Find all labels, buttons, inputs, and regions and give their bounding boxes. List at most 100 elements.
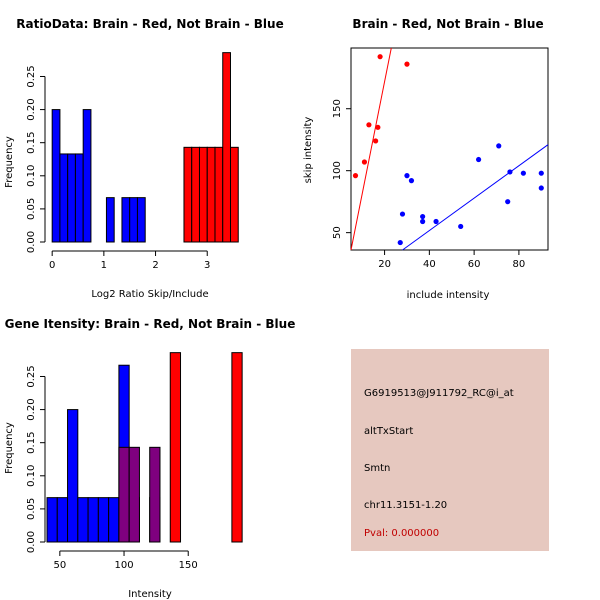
intensity-histogram-axes: 0.00 0.05 0.10 0.15 0.20 0.25 50 100 150 bbox=[26, 365, 198, 571]
histogram-bar-red bbox=[149, 446, 161, 543]
scatter-xlabel: include intensity bbox=[407, 290, 490, 301]
fit-line-blue bbox=[402, 144, 549, 251]
info-event-type: altTxStart bbox=[364, 426, 413, 437]
intensity-histogram-bars bbox=[46, 352, 243, 543]
info-pval: Pval: 0.000000 bbox=[364, 528, 439, 539]
x-tick-label: 1 bbox=[101, 260, 107, 271]
histogram-bar-red bbox=[128, 446, 140, 543]
info-probe-id: G6919513@J911792_RC@i_at bbox=[364, 388, 514, 399]
histogram-bar-blue bbox=[105, 197, 115, 243]
scatter-axes: 20 40 60 80 50 100 150 bbox=[332, 99, 525, 270]
info-box bbox=[351, 349, 549, 551]
histogram-bar-blue bbox=[56, 497, 69, 543]
x-tick-label: 40 bbox=[423, 259, 436, 270]
ratio-histogram-axes: 0.00 0.05 0.10 0.15 0.20 0.25 0 1 2 3 bbox=[26, 65, 210, 271]
scatter-fit-lines bbox=[350, 47, 549, 251]
scatter-panel: Brain - Red, Not Brain - Blue include in… bbox=[303, 17, 549, 301]
histogram-bar-red bbox=[169, 352, 182, 543]
x-tick-label: 150 bbox=[179, 560, 198, 571]
scatter-point-blue bbox=[538, 185, 544, 191]
scatter-point-blue bbox=[433, 218, 439, 225]
histogram-bar-blue bbox=[121, 197, 131, 243]
x-tick-label: 100 bbox=[114, 560, 133, 571]
scatter-point-blue bbox=[408, 178, 415, 184]
x-tick-label: 2 bbox=[152, 260, 158, 271]
scatter-point-blue bbox=[496, 143, 502, 149]
intensity-histogram-xlabel: Intensity bbox=[128, 589, 172, 600]
y-tick-label: 100 bbox=[332, 161, 343, 180]
scatter-point-blue bbox=[399, 211, 406, 217]
y-tick-label: 0.25 bbox=[26, 65, 37, 87]
histogram-bar-blue bbox=[82, 109, 92, 243]
y-tick-label: 0.15 bbox=[26, 132, 37, 154]
scatter-plot-box bbox=[350, 47, 549, 251]
y-tick-label: 0.10 bbox=[26, 165, 37, 187]
scatter-point-blue bbox=[505, 199, 511, 205]
histogram-bar-blue bbox=[74, 153, 84, 243]
histogram-bar-blue bbox=[46, 497, 58, 543]
x-tick-label: 3 bbox=[204, 260, 210, 271]
scatter-point-blue bbox=[507, 169, 513, 175]
scatter-point-blue bbox=[420, 218, 426, 225]
scatter-point-blue bbox=[397, 239, 403, 246]
histogram-bar-blue bbox=[129, 197, 138, 243]
y-tick-label: 0.25 bbox=[26, 365, 37, 387]
x-tick-label: 50 bbox=[53, 560, 66, 571]
histogram-bar-blue bbox=[67, 153, 76, 243]
y-tick-label: 0.05 bbox=[26, 198, 37, 220]
scatter-ylabel: skip intensity bbox=[303, 117, 314, 184]
histogram-bar-red bbox=[231, 352, 243, 543]
histogram-bar-red bbox=[206, 146, 216, 243]
scatter-point-red bbox=[377, 54, 383, 60]
histogram-bar-blue bbox=[77, 497, 89, 543]
info-panel: G6919513@J911792_RC@i_at altTxStart Smtn… bbox=[351, 349, 549, 551]
scatter-points bbox=[352, 54, 544, 246]
scatter-point-blue bbox=[538, 170, 544, 176]
scatter-point-red bbox=[366, 122, 372, 128]
scatter-point-red bbox=[404, 61, 410, 67]
y-tick-label: 0.05 bbox=[26, 498, 37, 520]
fit-line-red bbox=[350, 47, 392, 251]
scatter-point-red bbox=[352, 173, 359, 179]
intensity-histogram-panel: Gene Itensity: Brain - Red, Not Brain - … bbox=[4, 317, 295, 600]
y-tick-label: 0.00 bbox=[26, 531, 37, 553]
histogram-bar-red bbox=[183, 146, 193, 243]
scatter-point-blue bbox=[476, 156, 482, 163]
ratio-histogram-ylabel: Frequency bbox=[4, 136, 15, 188]
histogram-bar-blue bbox=[87, 497, 99, 543]
scatter-point-blue bbox=[404, 173, 410, 179]
x-tick-label: 20 bbox=[378, 259, 391, 270]
histogram-bar-red bbox=[118, 446, 130, 543]
scatter-point-red bbox=[375, 124, 381, 130]
histogram-bar-red bbox=[198, 146, 208, 243]
intensity-histogram-ylabel: Frequency bbox=[4, 422, 15, 474]
histogram-bar-blue bbox=[59, 153, 69, 243]
scatter-title: Brain - Red, Not Brain - Blue bbox=[352, 17, 543, 31]
y-tick-label: 0.00 bbox=[26, 231, 37, 253]
x-tick-label: 80 bbox=[513, 259, 526, 270]
histogram-bar-red bbox=[222, 52, 231, 243]
histogram-bar-red bbox=[191, 146, 200, 243]
scatter-point-blue bbox=[420, 213, 426, 220]
ratio-histogram-panel: RatioData: Brain - Red, Not Brain - Blue… bbox=[4, 17, 284, 300]
y-tick-label: 150 bbox=[332, 99, 343, 118]
scatter-point-blue bbox=[458, 223, 464, 230]
info-gene-name: Smtn bbox=[364, 463, 390, 474]
histogram-bar-red bbox=[214, 146, 224, 243]
y-tick-label: 0.15 bbox=[26, 432, 37, 454]
y-tick-label: 0.10 bbox=[26, 465, 37, 487]
ratio-histogram-title: RatioData: Brain - Red, Not Brain - Blue bbox=[16, 17, 283, 31]
x-tick-label: 0 bbox=[49, 260, 55, 271]
histogram-bar-blue bbox=[108, 497, 120, 543]
y-tick-label: 50 bbox=[332, 226, 343, 239]
x-tick-label: 60 bbox=[468, 259, 481, 270]
y-tick-label: 0.20 bbox=[26, 398, 37, 420]
histogram-bar-blue bbox=[97, 497, 110, 543]
y-tick-label: 0.20 bbox=[26, 98, 37, 120]
histogram-bar-red bbox=[229, 146, 239, 243]
info-location: chr11.3151-1.20 bbox=[364, 500, 447, 511]
intensity-histogram-title: Gene Itensity: Brain - Red, Not Brain - … bbox=[5, 317, 296, 331]
scatter-point-red bbox=[373, 138, 379, 144]
ratio-histogram-xlabel: Log2 Ratio Skip/Include bbox=[91, 289, 208, 300]
